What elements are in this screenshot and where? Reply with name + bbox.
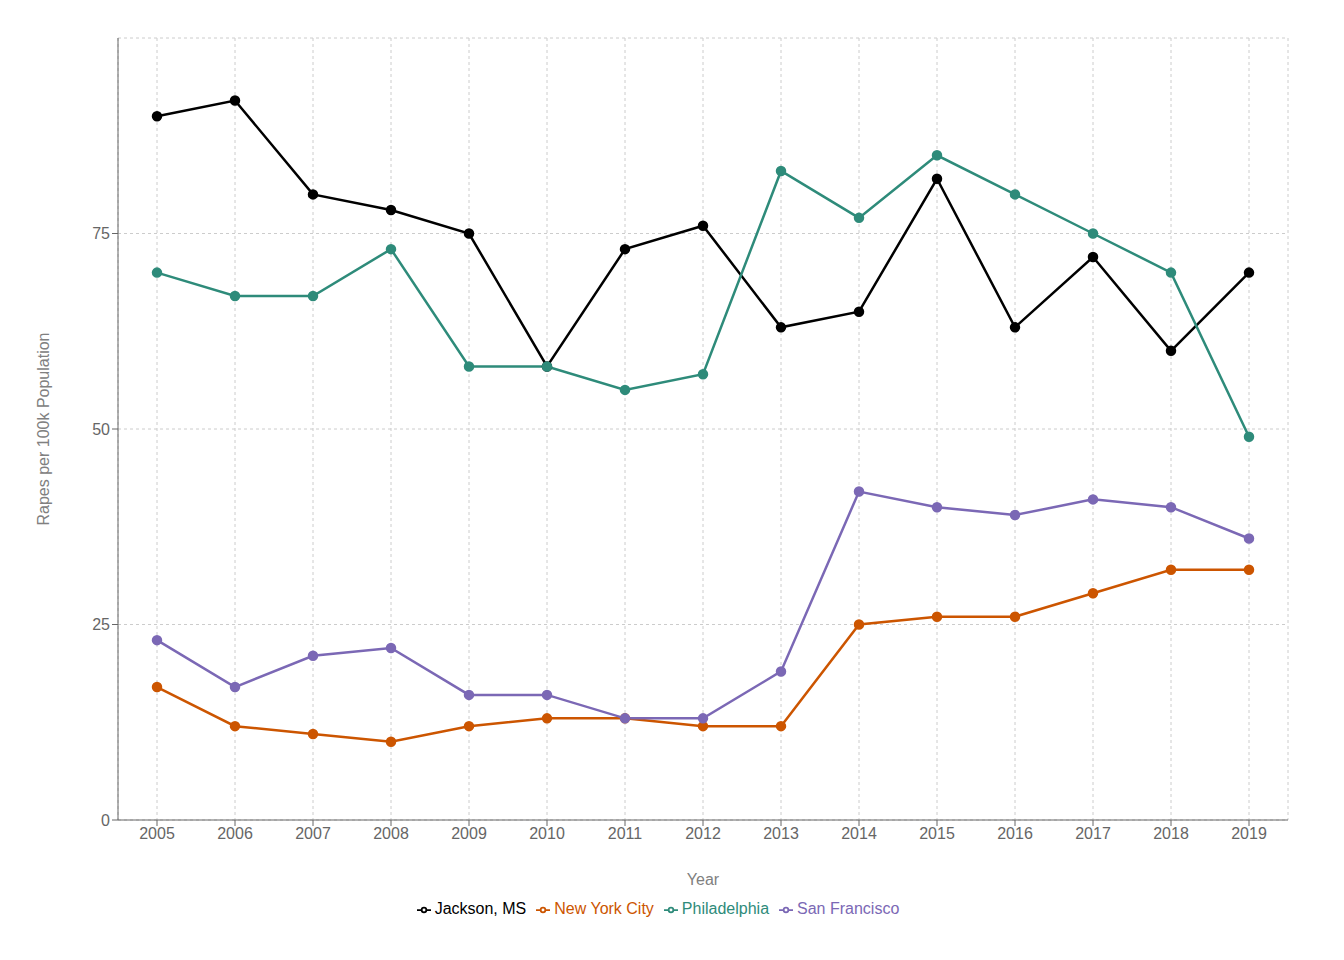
svg-text:2012: 2012: [685, 825, 721, 842]
svg-text:2013: 2013: [763, 825, 799, 842]
svg-text:50: 50: [92, 421, 110, 438]
svg-text:75: 75: [92, 225, 110, 242]
svg-text:2007: 2007: [295, 825, 331, 842]
html-text:Jackson, MS: Jackson, MS: [434, 900, 527, 917]
svg-text:2014: 2014: [841, 825, 877, 842]
svg-text:0: 0: [101, 812, 110, 829]
svg-text:2017: 2017: [1075, 825, 1111, 842]
svg-text:2006: 2006: [217, 825, 253, 842]
svg-text:2008: 2008: [373, 825, 409, 842]
svg-text:2015: 2015: [919, 825, 955, 842]
svg-text:25: 25: [92, 616, 110, 633]
svg-text:Rapes per 100k Population: Rapes per 100k Population: [35, 332, 52, 525]
html-text:New York City: New York City: [554, 900, 654, 917]
svg-text:2011: 2011: [608, 825, 643, 842]
svg-text:2010: 2010: [529, 825, 565, 842]
svg-text:2019: 2019: [1231, 825, 1267, 842]
svg-text:2016: 2016: [997, 825, 1033, 842]
html-text:San Francisco: San Francisco: [797, 900, 900, 917]
html-text:Philadelphia: Philadelphia: [681, 900, 769, 917]
svg-text:2018: 2018: [1153, 825, 1189, 842]
svg-text:2009: 2009: [451, 825, 487, 842]
svg-text:Year: Year: [687, 871, 720, 888]
svg-text:2005: 2005: [139, 825, 175, 842]
